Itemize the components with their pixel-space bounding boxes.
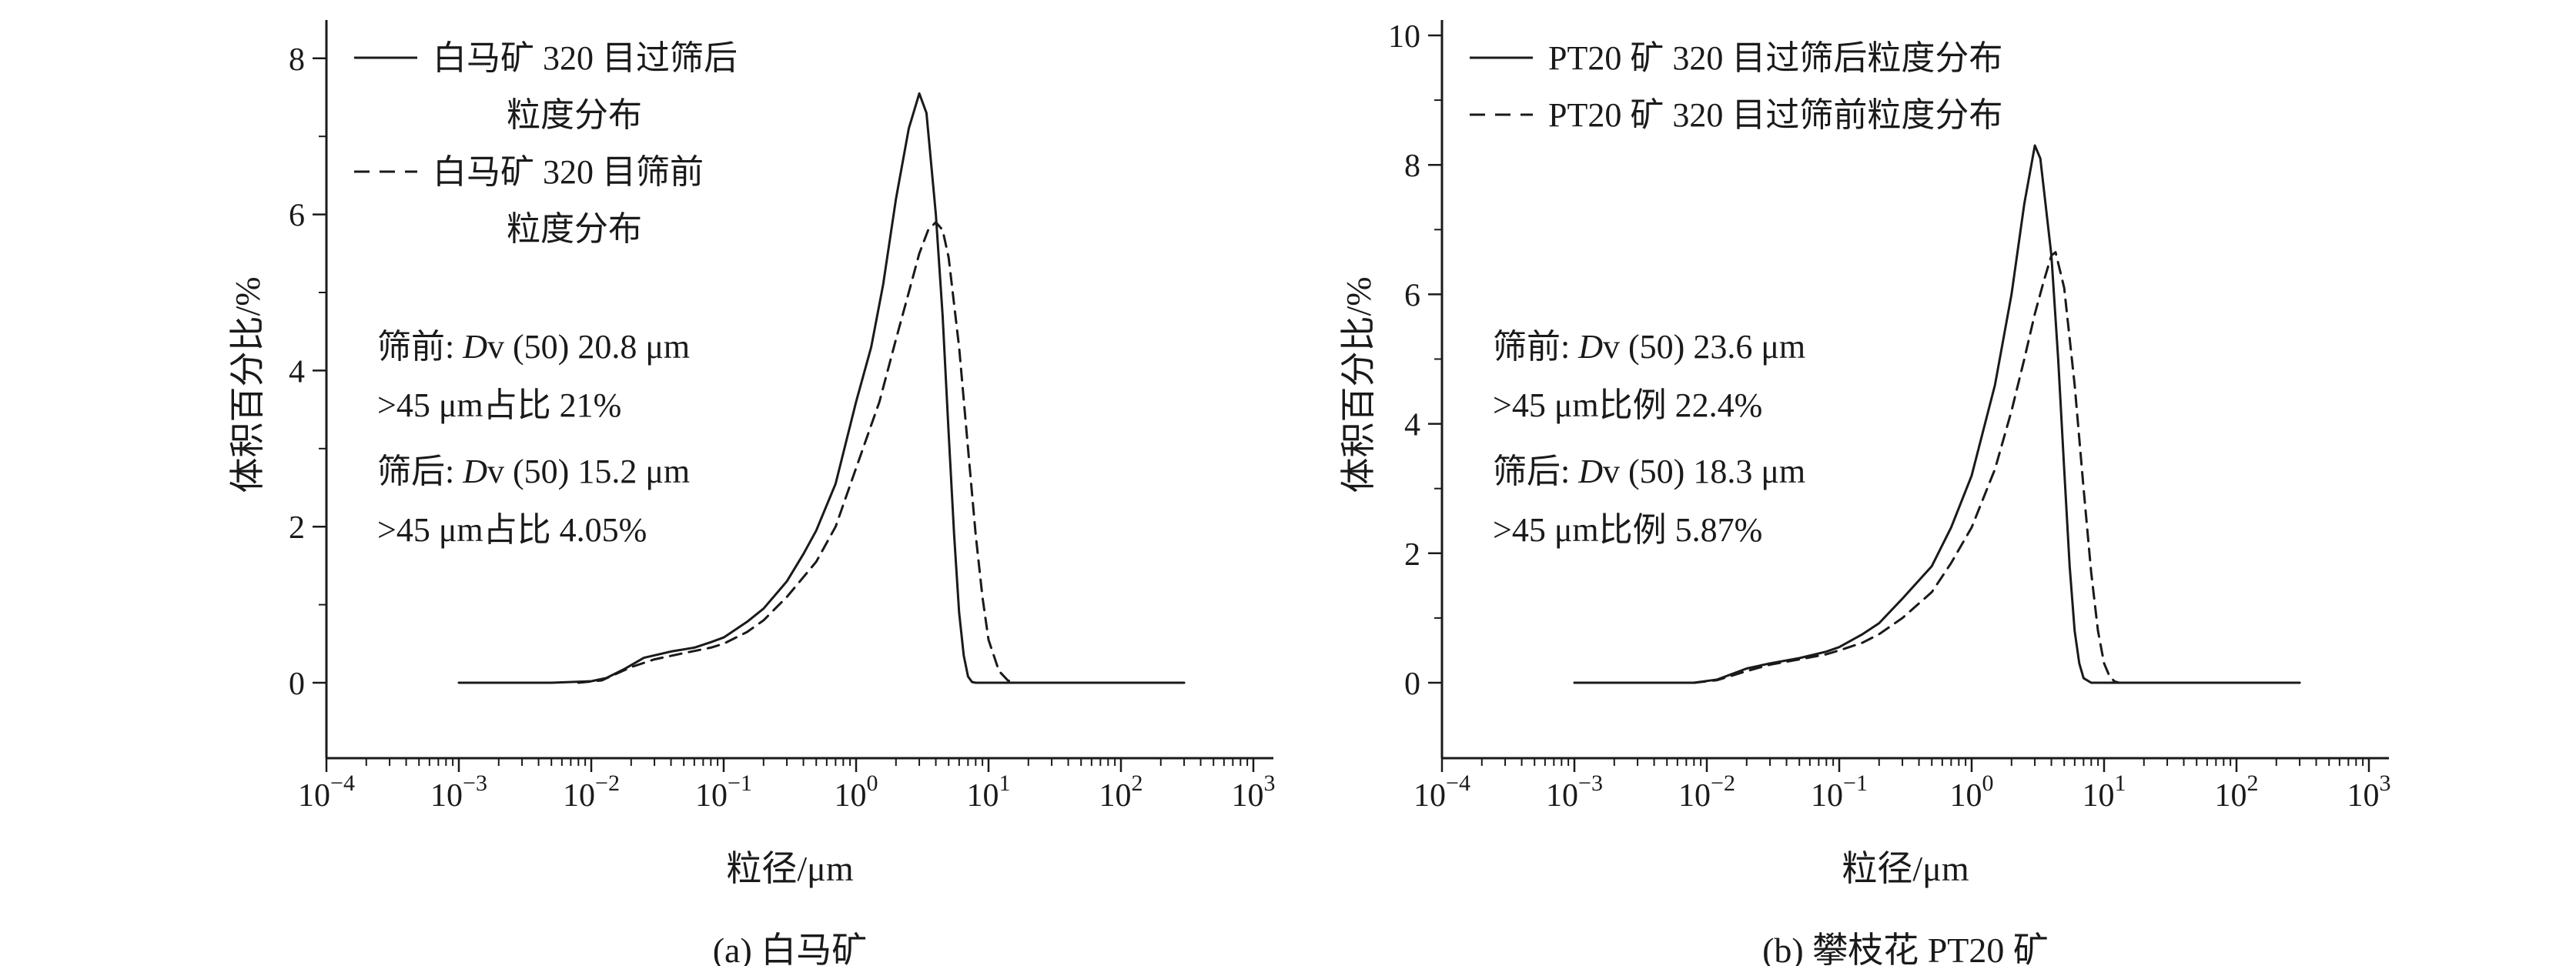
svg-text:8: 8 xyxy=(289,42,305,78)
svg-text:PT20 矿 320 目过筛后粒度分布: PT20 矿 320 目过筛后粒度分布 xyxy=(1548,39,2002,77)
svg-text:10−2: 10−2 xyxy=(1678,770,1735,814)
svg-text:>45 μm占比 21%: >45 μm占比 21% xyxy=(377,386,621,424)
svg-text:10−3: 10−3 xyxy=(430,770,487,814)
svg-text:4: 4 xyxy=(289,354,305,389)
plot-b: 10−4 10−3 10−2 10−1 100 101 102 103 0 2 4 6 8 10 PT20 … xyxy=(1388,19,2391,814)
caption-b: (b) 攀枝花 PT20 矿 xyxy=(1762,931,2049,966)
svg-text:10−1: 10−1 xyxy=(1811,770,1868,814)
svg-text:6: 6 xyxy=(289,199,305,234)
svg-text:筛后: Dv (50) 15.2 μm: 筛后: Dv (50) 15.2 μm xyxy=(377,453,690,490)
svg-text:0: 0 xyxy=(289,667,305,702)
svg-text:>45 μm占比 4.05%: >45 μm占比 4.05% xyxy=(377,511,647,549)
svg-text:>45 μm比例 22.4%: >45 μm比例 22.4% xyxy=(1493,386,1762,424)
svg-text:白马矿 320 目过筛后: 白马矿 320 目过筛后 xyxy=(433,39,738,77)
svg-text:103: 103 xyxy=(2347,770,2391,814)
svg-text:筛后: Dv (50) 18.3 μm: 筛后: Dv (50) 18.3 μm xyxy=(1493,453,1805,490)
svg-text:10−1: 10−1 xyxy=(695,770,752,814)
svg-text:103: 103 xyxy=(1232,770,1276,814)
svg-text:101: 101 xyxy=(2083,770,2126,814)
x-axis-label-a: 粒径/μm xyxy=(726,849,854,888)
x-axis-label-b: 粒径/μm xyxy=(1842,849,1969,888)
svg-text:PT20 矿 320 目过筛前粒度分布: PT20 矿 320 目过筛前粒度分布 xyxy=(1548,96,2002,134)
svg-text:100: 100 xyxy=(835,770,878,814)
y-axis-label-b: 体积百分比/% xyxy=(1339,276,1378,493)
svg-text:0: 0 xyxy=(1404,667,1420,702)
plot-a: 10−4 10−3 10−2 10−1 100 101 102 103 0 2 4 6 8 白马矿 320… xyxy=(289,20,1276,814)
svg-text:100: 100 xyxy=(1950,770,1994,814)
svg-text:101: 101 xyxy=(967,770,1011,814)
svg-text:10−4: 10−4 xyxy=(298,770,355,814)
caption-a: (a) 白马矿 xyxy=(712,931,868,966)
y-axis-label-a: 体积百分比/% xyxy=(228,276,267,493)
svg-text:筛前: Dv (50) 23.6 μm: 筛前: Dv (50) 23.6 μm xyxy=(1493,328,1805,366)
svg-text:筛前: Dv (50) 20.8 μm: 筛前: Dv (50) 20.8 μm xyxy=(377,328,690,366)
svg-text:10−2: 10−2 xyxy=(563,770,620,814)
svg-text:>45 μm比例 5.87%: >45 μm比例 5.87% xyxy=(1493,511,1762,549)
svg-text:10−3: 10−3 xyxy=(1546,770,1603,814)
svg-text:粒度分布: 粒度分布 xyxy=(507,210,642,248)
svg-text:10−4: 10−4 xyxy=(1413,770,1470,814)
svg-text:白马矿 320 目筛前: 白马矿 320 目筛前 xyxy=(433,153,704,191)
svg-text:102: 102 xyxy=(1099,770,1143,814)
svg-text:粒度分布: 粒度分布 xyxy=(507,96,642,134)
svg-text:8: 8 xyxy=(1404,149,1420,184)
svg-text:2: 2 xyxy=(289,510,305,546)
chart-panel-a: 10−4 10−3 10−2 10−1 100 101 102 103 0 2 4 6 8 白马矿 320… xyxy=(228,20,1276,966)
svg-text:4: 4 xyxy=(1404,408,1420,443)
chart-panel-b: 10−4 10−3 10−2 10−1 100 101 102 103 0 2 4 6 8 10 PT20 … xyxy=(1288,0,2576,966)
svg-text:6: 6 xyxy=(1404,278,1420,313)
svg-text:10: 10 xyxy=(1388,19,1420,55)
svg-text:2: 2 xyxy=(1404,537,1420,573)
svg-text:102: 102 xyxy=(2215,770,2259,814)
